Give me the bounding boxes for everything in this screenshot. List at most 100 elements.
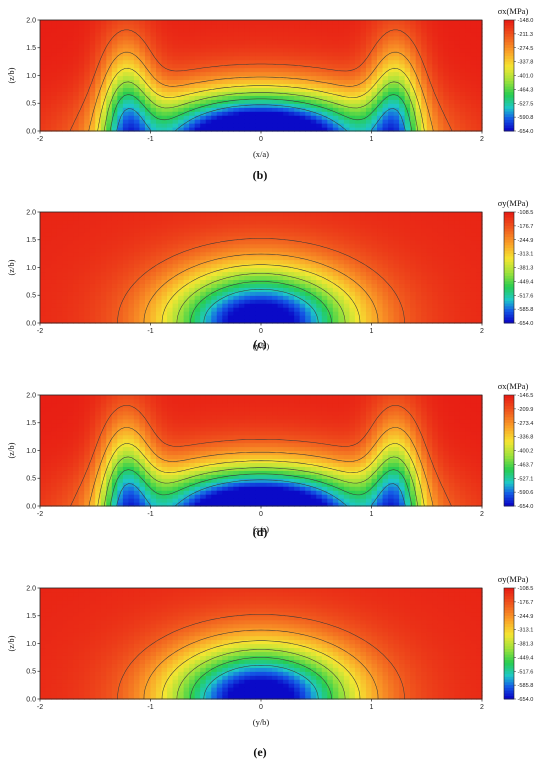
heatmap-cell <box>67 39 74 45</box>
heatmap-cell <box>78 243 85 249</box>
heatmap-cell <box>178 271 185 277</box>
heatmap-cell <box>377 87 384 92</box>
heatmap-cell <box>78 303 85 308</box>
heatmap-cell <box>327 243 334 249</box>
heatmap-cell <box>470 47 478 53</box>
heatmap-cell <box>200 243 207 249</box>
heatmap-cell <box>393 51 400 57</box>
heatmap-cell <box>183 20 190 25</box>
heatmap-cell <box>227 251 234 257</box>
heatmap-cell <box>95 23 102 29</box>
heatmap-cell <box>178 123 185 128</box>
heatmap-cell <box>62 271 69 277</box>
heatmap-cell <box>117 311 124 316</box>
heatmap-cell <box>305 67 312 73</box>
heatmap-cell <box>144 71 152 77</box>
heatmap-cell <box>371 115 378 120</box>
heatmap-cell <box>261 63 268 69</box>
heatmap-cell <box>56 223 63 229</box>
heatmap-cell <box>194 299 201 304</box>
heatmap-cell <box>78 458 85 463</box>
heatmap-cell <box>45 283 52 288</box>
heatmap-cell <box>111 212 118 217</box>
heatmap-cell <box>327 247 334 253</box>
heatmap-cell <box>161 115 168 120</box>
heatmap-cell <box>415 20 422 25</box>
heatmap-cell <box>294 79 301 85</box>
heatmap-cell <box>327 39 334 45</box>
heatmap-cell <box>272 123 279 128</box>
heatmap-cell <box>133 223 141 229</box>
heatmap-cell <box>255 75 262 81</box>
heatmap-cell <box>354 251 362 257</box>
heatmap-cell <box>222 263 229 269</box>
heatmap-cell <box>305 315 312 320</box>
heatmap-cell <box>415 39 422 45</box>
heatmap-cell <box>216 35 223 41</box>
heatmap-cell <box>448 63 455 69</box>
heatmap-cell <box>432 215 439 221</box>
heatmap-cell <box>459 243 467 249</box>
heatmap-cell <box>377 247 384 253</box>
heatmap-cell <box>476 123 483 128</box>
heatmap-cell <box>222 27 229 33</box>
heatmap-cell <box>272 239 279 245</box>
heatmap-cell <box>89 442 96 448</box>
heatmap-cell <box>62 478 69 483</box>
heatmap-cell <box>161 219 168 225</box>
heatmap-cell <box>443 20 450 25</box>
heatmap-cell <box>106 247 113 253</box>
heatmap-cell <box>78 55 85 61</box>
heatmap-cell <box>156 307 163 312</box>
heatmap-cell <box>343 23 350 29</box>
heatmap-cell <box>89 422 96 428</box>
heatmap-cell <box>255 91 262 96</box>
heatmap-cell <box>150 223 157 229</box>
heatmap-cell <box>255 67 262 73</box>
heatmap-cell <box>421 263 428 269</box>
heatmap-cell <box>183 99 190 104</box>
heatmap-cell <box>238 67 246 73</box>
heatmap-cell <box>404 219 411 225</box>
heatmap-cell <box>111 247 118 253</box>
heatmap-cell <box>211 63 218 69</box>
heatmap-cell <box>283 287 290 292</box>
heatmap-cell <box>233 239 240 245</box>
heatmap-cell <box>183 287 190 292</box>
heatmap-cell <box>393 291 400 296</box>
heatmap-cell <box>84 27 91 33</box>
heatmap-cell <box>410 119 417 124</box>
heatmap-cell <box>51 27 58 33</box>
heatmap-cell <box>95 295 102 300</box>
heatmap-cell <box>415 311 422 316</box>
heatmap-cell <box>255 267 262 273</box>
heatmap-cell <box>399 315 406 320</box>
heatmap-cell <box>216 215 223 221</box>
heatmap-cell <box>266 255 273 261</box>
heatmap-cell <box>261 39 268 45</box>
heatmap-cell <box>51 263 58 269</box>
heatmap-cell <box>437 127 444 132</box>
heatmap-cell <box>84 79 91 85</box>
heatmap-cell <box>371 91 378 96</box>
heatmap-cell <box>354 271 362 277</box>
heatmap-cell <box>272 59 279 65</box>
heatmap-cell <box>211 235 218 241</box>
heatmap-cell <box>156 20 163 25</box>
heatmap-cell <box>78 490 85 495</box>
heatmap-cell <box>40 450 47 456</box>
heatmap-cell <box>100 123 107 128</box>
heatmap-cell <box>45 498 52 503</box>
heatmap-cell <box>122 47 129 53</box>
heatmap-cell <box>128 63 135 69</box>
heatmap-cell <box>332 287 339 292</box>
heatmap-cell <box>272 111 279 116</box>
colorbar-tick-label: -244.9 <box>518 238 534 244</box>
heatmap-cell <box>377 99 384 104</box>
heatmap-cell <box>426 87 433 92</box>
heatmap-cell <box>40 251 47 257</box>
heatmap-cell <box>432 35 439 41</box>
heatmap-cell <box>45 75 52 81</box>
heatmap-cell <box>150 111 157 116</box>
heatmap-cell <box>73 79 80 85</box>
